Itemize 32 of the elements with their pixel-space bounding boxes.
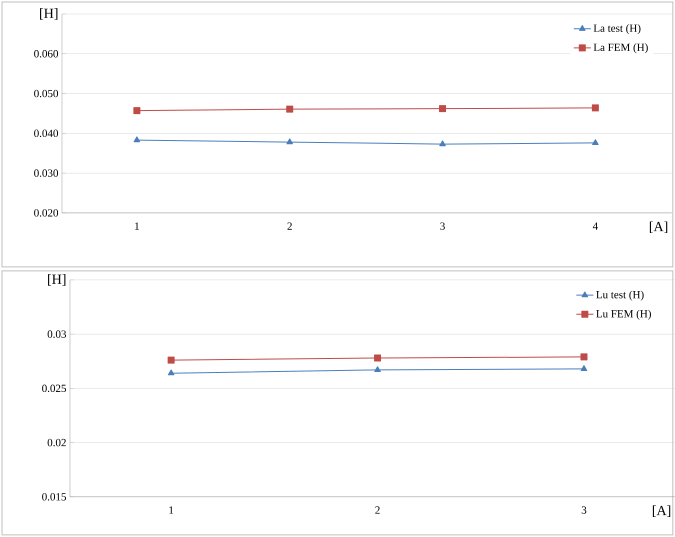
y-tick-label: 0.030 bbox=[34, 169, 58, 177]
x-tick-label: 1 bbox=[169, 506, 174, 514]
y-tick-label: 0.020 bbox=[34, 209, 58, 217]
legend-label: Lu FEM (H) bbox=[596, 310, 651, 320]
point bbox=[133, 107, 140, 114]
x-tick-label: 2 bbox=[287, 222, 292, 230]
point bbox=[286, 138, 293, 144]
point bbox=[439, 105, 446, 112]
y-tick-label: 0.02 bbox=[48, 438, 66, 446]
y-tick-label: 0.025 bbox=[42, 384, 66, 392]
x-tick-label: 4 bbox=[592, 222, 598, 230]
x-axis-title: [A] bbox=[650, 222, 668, 234]
point bbox=[592, 104, 599, 112]
y-tick-label: 0.050 bbox=[34, 90, 58, 98]
y-tick-label: 0.03 bbox=[48, 330, 66, 338]
y-axis-title: [H] bbox=[40, 8, 58, 20]
legend-label: La test (H) bbox=[594, 24, 640, 34]
y-axis-title: [H] bbox=[48, 274, 66, 286]
legend-label: Lu test (H) bbox=[596, 290, 644, 301]
x-axis-title: [A] bbox=[652, 505, 670, 518]
y-tick-label: 0.040 bbox=[34, 130, 58, 138]
point bbox=[134, 136, 140, 142]
y-tick-label: 0.015 bbox=[42, 493, 66, 501]
point bbox=[439, 140, 446, 146]
y-tick-label: 0.060 bbox=[34, 50, 58, 58]
legend-label: La FEM (H) bbox=[594, 43, 648, 54]
x-tick-label: 2 bbox=[375, 506, 380, 514]
x-tick-label: 3 bbox=[582, 506, 586, 514]
x-tick-label: 1 bbox=[135, 222, 139, 230]
point bbox=[286, 106, 294, 113]
point bbox=[592, 139, 599, 146]
x-tick-label: 3 bbox=[440, 222, 445, 230]
